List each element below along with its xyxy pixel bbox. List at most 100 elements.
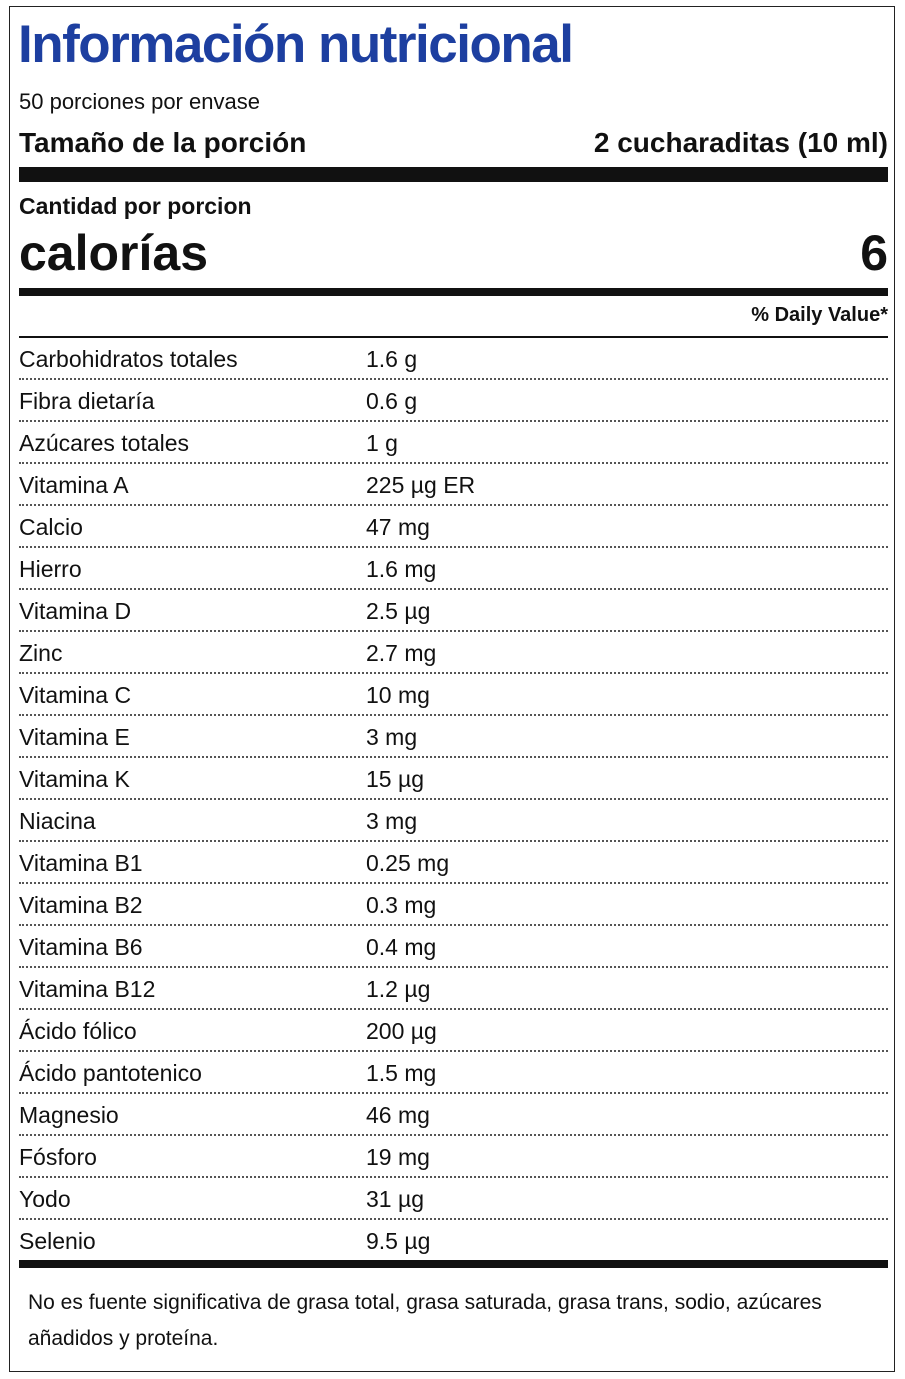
nutrient-name: Magnesio <box>19 1102 119 1128</box>
nutrient-row: Fósforo 19 mg <box>19 1136 888 1178</box>
nutrient-amount: 19 mg <box>366 1144 430 1170</box>
nutrient-name: Vitamina B6 <box>19 934 143 960</box>
nutrient-row: Vitamina D 2.5 µg <box>19 590 888 632</box>
nutrient-row: Azúcares totales 1 g <box>19 422 888 464</box>
calories-value: 6 <box>860 225 888 281</box>
amount-per-serving: Cantidad por porcion <box>19 193 252 219</box>
dotted-rule <box>19 1050 888 1052</box>
nutrient-amount: 9.5 µg <box>366 1228 431 1254</box>
thick-rule <box>19 288 888 296</box>
nutrient-amount: 47 mg <box>366 514 430 540</box>
nutrient-row: Vitamina B6 0.4 mg <box>19 926 888 968</box>
nutrient-amount: 1 g <box>366 430 398 456</box>
daily-value-header: % Daily Value* <box>751 304 888 326</box>
dotted-rule <box>19 1134 888 1136</box>
nutrient-name: Vitamina A <box>19 472 129 498</box>
nutrient-amount: 0.3 mg <box>366 892 437 918</box>
nutrient-amount: 31 µg <box>366 1186 425 1212</box>
label-frame <box>9 6 895 1372</box>
nutrient-name: Vitamina D <box>19 598 132 624</box>
dotted-rule <box>19 420 888 422</box>
dotted-rule <box>19 504 888 506</box>
nutrient-row: Carbohidratos totales 1.6 g <box>19 338 888 380</box>
servings: 50 porciones por envase <box>19 89 260 114</box>
nutrient-amount: 46 mg <box>366 1102 430 1128</box>
nutrient-row: Yodo 31 µg <box>19 1178 888 1220</box>
nutrient-row: Zinc 2.7 mg <box>19 632 888 674</box>
dotted-rule <box>19 546 888 548</box>
nutrient-row: Magnesio 46 mg <box>19 1094 888 1136</box>
nutrient-row: Vitamina E 3 mg <box>19 716 888 758</box>
dotted-rule <box>19 630 888 632</box>
dotted-rule <box>19 714 888 716</box>
dotted-rule <box>19 378 888 380</box>
dotted-rule <box>19 1008 888 1010</box>
label-title: Información nutricional <box>18 15 574 74</box>
nutrient-name: Niacina <box>19 808 96 834</box>
nutrient-name: Selenio <box>19 1228 96 1254</box>
nutrient-amount: 0.4 mg <box>366 934 437 960</box>
nutrient-row: Ácido pantotenico 1.5 mg <box>19 1052 888 1094</box>
nutrient-row: Vitamina B1 0.25 mg <box>19 842 888 884</box>
nutrient-amount: 2.7 mg <box>366 640 437 666</box>
nutrient-amount: 3 mg <box>366 724 418 750</box>
dotted-rule <box>19 882 888 884</box>
thick-rule <box>19 1260 888 1268</box>
nutrient-name: Vitamina B2 <box>19 892 143 918</box>
dotted-rule <box>19 756 888 758</box>
nutrient-row: Fibra dietaría 0.6 g <box>19 380 888 422</box>
nutrient-row: Vitamina B2 0.3 mg <box>19 884 888 926</box>
footnote: No es fuente significativa de grasa tota… <box>28 1291 822 1350</box>
dotted-rule <box>19 798 888 800</box>
calories-label: calorías <box>19 225 209 281</box>
nutrient-amount: 200 µg <box>366 1018 437 1044</box>
nutrient-row: Selenio 9.5 µg <box>19 1220 888 1262</box>
nutrient-amount: 3 mg <box>366 808 418 834</box>
nutrient-amount: 0.25 mg <box>366 850 450 876</box>
nutrient-name: Ácido pantotenico <box>19 1060 202 1086</box>
nutrient-amount: 1.2 µg <box>366 976 431 1002</box>
nutrient-name: Vitamina E <box>19 724 130 750</box>
nutrient-amount: 15 µg <box>366 766 425 792</box>
serving-size-value: 2 cucharaditas (10 ml) <box>593 127 888 158</box>
nutrient-name: Calcio <box>19 514 83 540</box>
thick-rule <box>19 167 888 182</box>
nutrient-amount: 1.6 g <box>366 346 418 372</box>
dotted-rule <box>19 672 888 674</box>
dotted-rule <box>19 840 888 842</box>
nutrient-row: Niacina 3 mg <box>19 800 888 842</box>
nutrient-row: Vitamina C 10 mg <box>19 674 888 716</box>
nutrient-name: Fósforo <box>19 1144 97 1170</box>
nutrient-name: Carbohidratos totales <box>19 346 238 372</box>
nutrient-amount: 0.6 g <box>366 388 418 414</box>
nutrient-name: Vitamina B12 <box>19 976 156 1002</box>
dotted-rule <box>19 462 888 464</box>
nutrient-amount: 1.6 mg <box>366 556 437 582</box>
nutrient-name: Zinc <box>19 640 63 666</box>
serving-size-label: Tamaño de la porción <box>19 127 307 158</box>
dotted-rule <box>19 1218 888 1220</box>
nutrient-name: Azúcares totales <box>19 430 190 456</box>
dotted-rule <box>19 1176 888 1178</box>
dotted-rule <box>19 588 888 590</box>
nutrient-row: Hierro 1.6 mg <box>19 548 888 590</box>
nutrient-name: Vitamina B1 <box>19 850 143 876</box>
nutrient-amount: 225 µg ER <box>366 472 476 498</box>
thin-rule <box>19 336 888 338</box>
nutrient-row: Calcio 47 mg <box>19 506 888 548</box>
nutrient-name: Vitamina C <box>19 682 132 708</box>
nutrient-name: Yodo <box>19 1186 71 1212</box>
nutrient-amount: 1.5 mg <box>366 1060 437 1086</box>
nutrient-name: Ácido fólico <box>19 1018 137 1044</box>
nutrient-name: Hierro <box>19 556 82 582</box>
nutrient-amount: 2.5 µg <box>366 598 431 624</box>
nutrient-name: Vitamina K <box>19 766 130 792</box>
nutrient-row: Vitamina K 15 µg <box>19 758 888 800</box>
nutrient-amount: 10 mg <box>366 682 430 708</box>
nutrient-name: Fibra dietaría <box>19 388 155 414</box>
dotted-rule <box>19 924 888 926</box>
dotted-rule <box>19 966 888 968</box>
nutrient-row: Vitamina A 225 µg ER <box>19 464 888 506</box>
dotted-rule <box>19 1092 888 1094</box>
